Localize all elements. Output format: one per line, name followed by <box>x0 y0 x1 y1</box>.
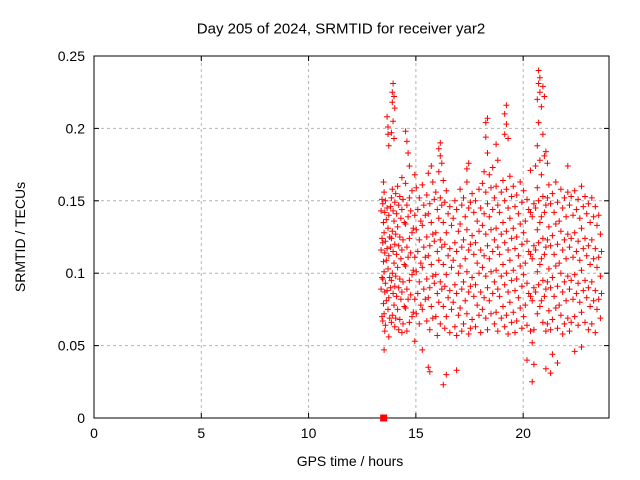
x-axis-label: GPS time / hours <box>296 453 404 469</box>
svg-text:0.2: 0.2 <box>66 120 86 136</box>
svg-text:15: 15 <box>408 425 424 441</box>
chart-title: Day 205 of 2024, SRMTID for receiver yar… <box>196 20 486 38</box>
zero-value-marker <box>380 414 388 422</box>
svg-text:5: 5 <box>197 425 205 441</box>
svg-text:0.25: 0.25 <box>58 48 85 64</box>
svg-text:0.05: 0.05 <box>58 338 85 354</box>
svg-text:10: 10 <box>301 425 317 441</box>
data-points <box>378 67 605 388</box>
svg-text:0: 0 <box>77 410 85 426</box>
tick-marks <box>93 55 609 419</box>
x-tick-labels: 0 5 10 15 20 <box>90 425 531 441</box>
svg-text:20: 20 <box>515 425 531 441</box>
grid-lines <box>95 57 608 417</box>
y-tick-labels: 0 0.05 0.1 0.15 0.2 0.25 <box>58 48 85 426</box>
svg-text:0: 0 <box>90 425 98 441</box>
svg-text:0.15: 0.15 <box>58 193 85 209</box>
plot-frame <box>93 55 610 419</box>
svg-text:0.1: 0.1 <box>66 265 86 281</box>
